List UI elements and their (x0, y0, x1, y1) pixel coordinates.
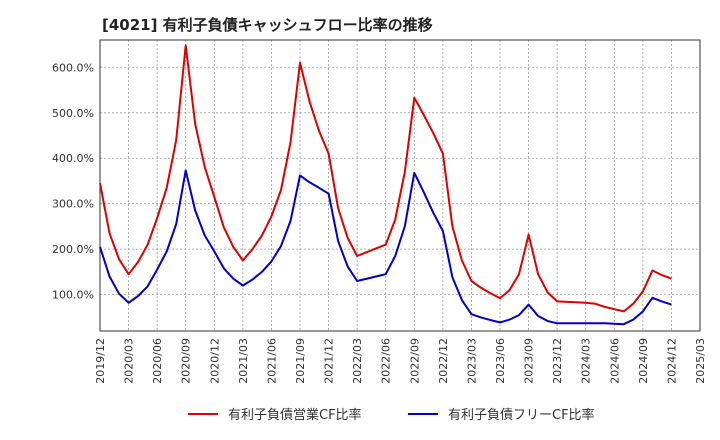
x-tick-label: 2021/12 (323, 338, 336, 384)
x-tick-label: 2020/06 (151, 338, 164, 384)
legend-label-1: 有利子負債営業CF比率 (228, 407, 362, 423)
series-layer (99, 44, 672, 326)
x-tick-label: 2023/12 (551, 338, 564, 384)
x-tick-label: 2022/06 (380, 338, 393, 384)
x-tick-label: 2022/03 (351, 338, 364, 384)
y-tick-label: 200.0% (52, 243, 94, 256)
x-tick-label: 2021/03 (237, 338, 250, 384)
x-tick-label: 2024/09 (637, 338, 650, 384)
x-tick-label: 2025/03 (694, 338, 707, 384)
x-tick-label: 2023/03 (465, 338, 478, 384)
x-tick-label: 2024/03 (580, 338, 593, 384)
series-line-2 (99, 169, 672, 326)
x-tick-label: 2021/09 (294, 338, 307, 384)
x-tick-label: 2020/03 (123, 338, 136, 384)
x-tick-label: 2022/09 (408, 338, 421, 384)
y-tick-label: 100.0% (52, 289, 94, 302)
x-tick-label: 2019/12 (94, 338, 107, 384)
axis-layer: 2019/12 2020/03 2020/06 2020/09 2020/12 2021/… (52, 39, 707, 384)
x-tick-label: 2020/09 (180, 338, 193, 384)
x-tick-label: 2024/06 (608, 338, 621, 384)
x-tick-label: 2023/06 (494, 338, 507, 384)
legend: 有利子負債営業CF比率 有利子負債フリーCF比率 (188, 407, 595, 423)
x-tick-label: 2022/12 (437, 338, 450, 384)
grid-layer (100, 40, 700, 331)
x-tick-label: 2023/09 (523, 338, 536, 384)
y-tick-label: 600.0% (52, 61, 94, 74)
y-tick-label: 300.0% (52, 198, 94, 211)
x-tick-label: 2020/12 (208, 338, 221, 384)
y-tick-label: 400.0% (52, 152, 94, 165)
series-line-1 (99, 44, 672, 313)
chart-title: [4021] 有利子負債キャッシュフロー比率の推移 (102, 16, 433, 34)
x-tick-label: 2021/06 (265, 338, 278, 384)
x-tick-label: 2024/12 (665, 338, 678, 384)
y-tick-label: 500.0% (52, 107, 94, 120)
legend-label-2: 有利子負債フリーCF比率 (448, 407, 595, 423)
